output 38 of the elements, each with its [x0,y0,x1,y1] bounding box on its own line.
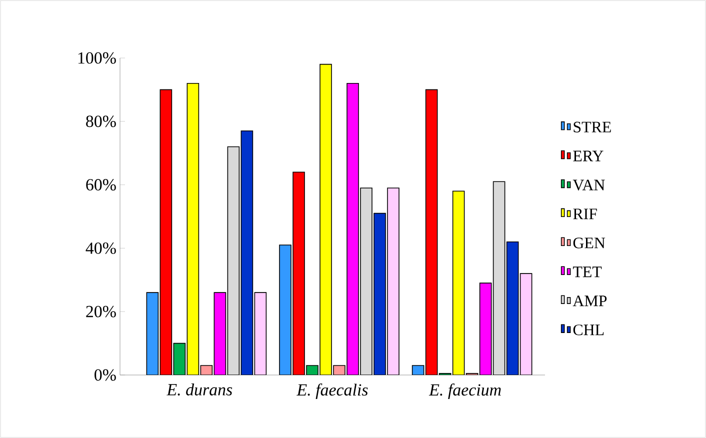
legend-label: AMP [572,296,607,306]
legend-label: GEN [573,238,606,248]
bar [254,292,267,375]
y-tick-label: 0% [94,369,116,381]
legend-label: RIF [573,208,597,220]
legend-label: ERY [573,150,604,162]
bar [425,89,438,375]
legend-label: CHL [573,324,604,336]
x-tick-label: E. faecium [428,384,501,400]
bar [346,82,359,375]
bar [360,188,372,375]
bar [374,212,386,375]
bar [240,130,254,375]
y-tick-label: 60% [86,179,116,191]
y-tick-label: 20% [86,306,116,318]
x-tick-label: E. faecalis [296,384,368,400]
y-tick-label: 40% [86,242,116,254]
bar [292,172,305,375]
bar [387,188,400,375]
bar [320,64,332,375]
bar [146,292,159,375]
bar [214,292,226,375]
bar [492,181,506,375]
bar [279,244,292,375]
legend-label: STRE [574,122,611,132]
bar [506,241,519,375]
y-tick-label: 80% [86,116,116,128]
bar [173,342,186,375]
legend-label: VAN [572,180,605,190]
bar [186,82,200,375]
legend-label: TET [572,266,602,278]
bar [160,89,172,375]
bar [479,282,492,375]
x-tick-label: E. durans [166,384,232,396]
bar [227,146,240,375]
bar [452,190,465,375]
bar [520,273,532,375]
y-tick-label: 100% [78,52,116,64]
